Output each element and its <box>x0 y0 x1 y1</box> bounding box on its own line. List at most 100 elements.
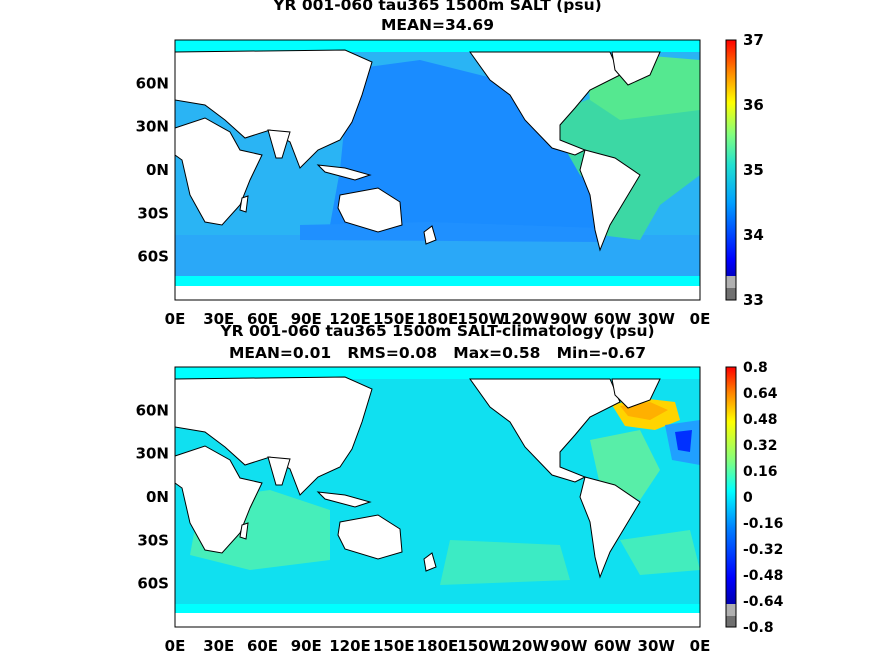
y-tick-label: 60S <box>137 575 169 593</box>
colorbar-under-grey <box>726 276 736 288</box>
eurasia-landmass <box>174 376 373 496</box>
y-tick-label: 30N <box>136 445 169 463</box>
colorbar-under-dark <box>726 288 736 300</box>
colorbar-tick-label: -0.16 <box>743 516 783 532</box>
madagascar-landmass <box>239 522 249 540</box>
south-atlantic-patch <box>620 530 700 575</box>
x-tick-label: 150W <box>457 637 505 655</box>
colorbar-tick-label: 0.64 <box>743 386 778 402</box>
x-tick-label: 30E <box>203 310 234 328</box>
north-america-landmass <box>469 378 621 483</box>
madagascar-landmass <box>239 195 249 213</box>
y-tick-label: 30N <box>136 118 169 136</box>
indonesia-landmass <box>316 164 372 181</box>
colorbar-gradient <box>726 367 736 615</box>
africa-landmass <box>174 445 263 554</box>
colorbar-gradient <box>726 40 736 290</box>
top-chart-title: YR 001-060 tau365 1500m SALT (psu) <box>273 0 602 14</box>
colorbar-tick-label: 34 <box>743 226 764 244</box>
x-tick-label: 0E <box>165 310 186 328</box>
x-tick-label: 150W <box>457 310 505 328</box>
x-tick-label: 0E <box>165 637 186 655</box>
x-tick-label: 90E <box>291 310 322 328</box>
india-landmass <box>267 129 291 159</box>
top-salinity-map <box>174 39 701 301</box>
x-tick-label: 120E <box>329 637 371 655</box>
colorbar-tick-label: 0.8 <box>743 360 768 376</box>
arctic-ice-band <box>175 367 700 379</box>
antarctica-landmass <box>175 613 700 627</box>
y-tick-label: 60S <box>137 248 169 266</box>
colorbar-frame <box>725 366 737 628</box>
bottom-colorbar <box>725 366 737 628</box>
colorbar-under-dark <box>726 616 736 627</box>
x-tick-label: 90W <box>550 637 588 655</box>
x-tick-label: 60E <box>247 637 278 655</box>
colorbar-tick-label: -0.8 <box>743 620 774 636</box>
x-tick-label: 30W <box>638 310 676 328</box>
eurasia-landmass <box>174 49 373 169</box>
atlantic-region <box>560 95 700 240</box>
x-tick-label: 0E <box>690 637 711 655</box>
south-america-landmass <box>579 149 641 252</box>
map-frame <box>174 39 701 301</box>
greenland-landmass <box>611 378 661 409</box>
colorbar-tick-label: -0.48 <box>743 568 783 584</box>
southern-ocean-band <box>175 235 700 276</box>
colorbar-tick-label: 37 <box>743 31 764 49</box>
x-tick-label: 120W <box>501 310 549 328</box>
x-tick-label: 120W <box>501 637 549 655</box>
antarctica-landmass <box>175 286 700 300</box>
colorbar-tick-label: 0 <box>743 490 753 506</box>
colorbar-frame <box>725 39 737 301</box>
y-tick-label: 60N <box>136 74 169 92</box>
x-tick-label: 150E <box>373 637 415 655</box>
india-landmass <box>267 456 291 486</box>
colorbar-tick-label: 33 <box>743 291 764 309</box>
x-tick-label: 60E <box>247 310 278 328</box>
x-tick-label: 90W <box>550 310 588 328</box>
x-tick-label: 180E <box>417 637 459 655</box>
y-tick-label: 60N <box>136 401 169 419</box>
africa-landmass <box>174 117 263 226</box>
north-america-landmass <box>469 51 621 156</box>
y-tick-label: 30S <box>137 204 169 222</box>
x-tick-label: 90E <box>291 637 322 655</box>
indonesia-landmass <box>316 491 372 508</box>
arctic-ice-band <box>175 40 700 52</box>
map-frame <box>174 366 701 628</box>
south-pacific-patch <box>440 540 570 585</box>
colorbar-tick-label: 0.48 <box>743 412 778 428</box>
x-tick-label: 0E <box>690 310 711 328</box>
colorbar-tick-label: 0.32 <box>743 438 778 454</box>
colorbar-under-grey <box>726 604 736 616</box>
x-tick-label: 180E <box>417 310 459 328</box>
australia-landmass <box>337 514 403 560</box>
x-tick-label: 30W <box>638 637 676 655</box>
y-tick-label: 30S <box>137 531 169 549</box>
australia-landmass <box>337 187 403 233</box>
x-tick-label: 60W <box>594 637 632 655</box>
new-zealand-landmass <box>423 552 437 572</box>
colorbar-tick-label: 35 <box>743 161 764 179</box>
x-tick-label: 30E <box>203 637 234 655</box>
x-tick-label: 60W <box>594 310 632 328</box>
top-colorbar <box>725 39 737 301</box>
top-chart-subtitle: MEAN=34.69 <box>381 16 494 34</box>
atlantic-deep-negative <box>675 430 692 452</box>
colorbar-tick-label: 0.16 <box>743 464 778 480</box>
colorbar-tick-label: 36 <box>743 96 764 114</box>
new-zealand-landmass <box>423 225 437 245</box>
bottom-chart-subtitle: MEAN=0.01 RMS=0.08 Max=0.58 Min=-0.67 <box>228 344 647 362</box>
colorbar-tick-label: -0.64 <box>743 594 784 610</box>
south-america-landmass <box>579 476 641 579</box>
x-tick-label: 150E <box>373 310 415 328</box>
colorbar-tick-label: -0.32 <box>743 542 783 558</box>
x-tick-label: 120E <box>329 310 371 328</box>
greenland-landmass <box>611 51 661 86</box>
y-tick-label: 0N <box>146 488 169 506</box>
bottom-difference-map <box>174 366 701 628</box>
y-tick-label: 0N <box>146 161 169 179</box>
bottom-chart-title: YR 001-060 tau365 1500m SALT-climatology… <box>220 322 655 340</box>
